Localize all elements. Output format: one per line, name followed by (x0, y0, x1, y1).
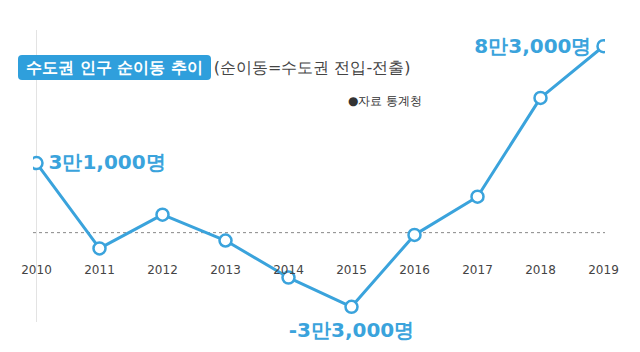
svg-text:2015: 2015 (336, 263, 367, 277)
svg-text:3만1,000명: 3만1,000명 (49, 150, 166, 174)
svg-text:2019: 2019 (588, 263, 619, 277)
svg-text:2011: 2011 (84, 263, 115, 277)
svg-text:2016: 2016 (399, 263, 430, 277)
svg-text:2017: 2017 (462, 263, 493, 277)
svg-text:2012: 2012 (147, 263, 178, 277)
html-text:(순이동=수도권 전입-전출): (순이동=수도권 전입-전출) (213, 58, 411, 77)
svg-text:2010: 2010 (21, 263, 52, 277)
svg-text:2013: 2013 (210, 263, 241, 277)
svg-text:-3만3,000명: -3만3,000명 (289, 318, 414, 342)
html-text:●자료 통계청: ●자료 통계청 (348, 94, 423, 108)
html-text:수도권 인구 순이동 추이: 수도권 인구 순이동 추이 (26, 58, 203, 77)
svg-text:8만3,000명: 8만3,000명 (474, 34, 591, 58)
svg-text:2018: 2018 (525, 263, 556, 277)
svg-text:2014: 2014 (273, 263, 304, 277)
